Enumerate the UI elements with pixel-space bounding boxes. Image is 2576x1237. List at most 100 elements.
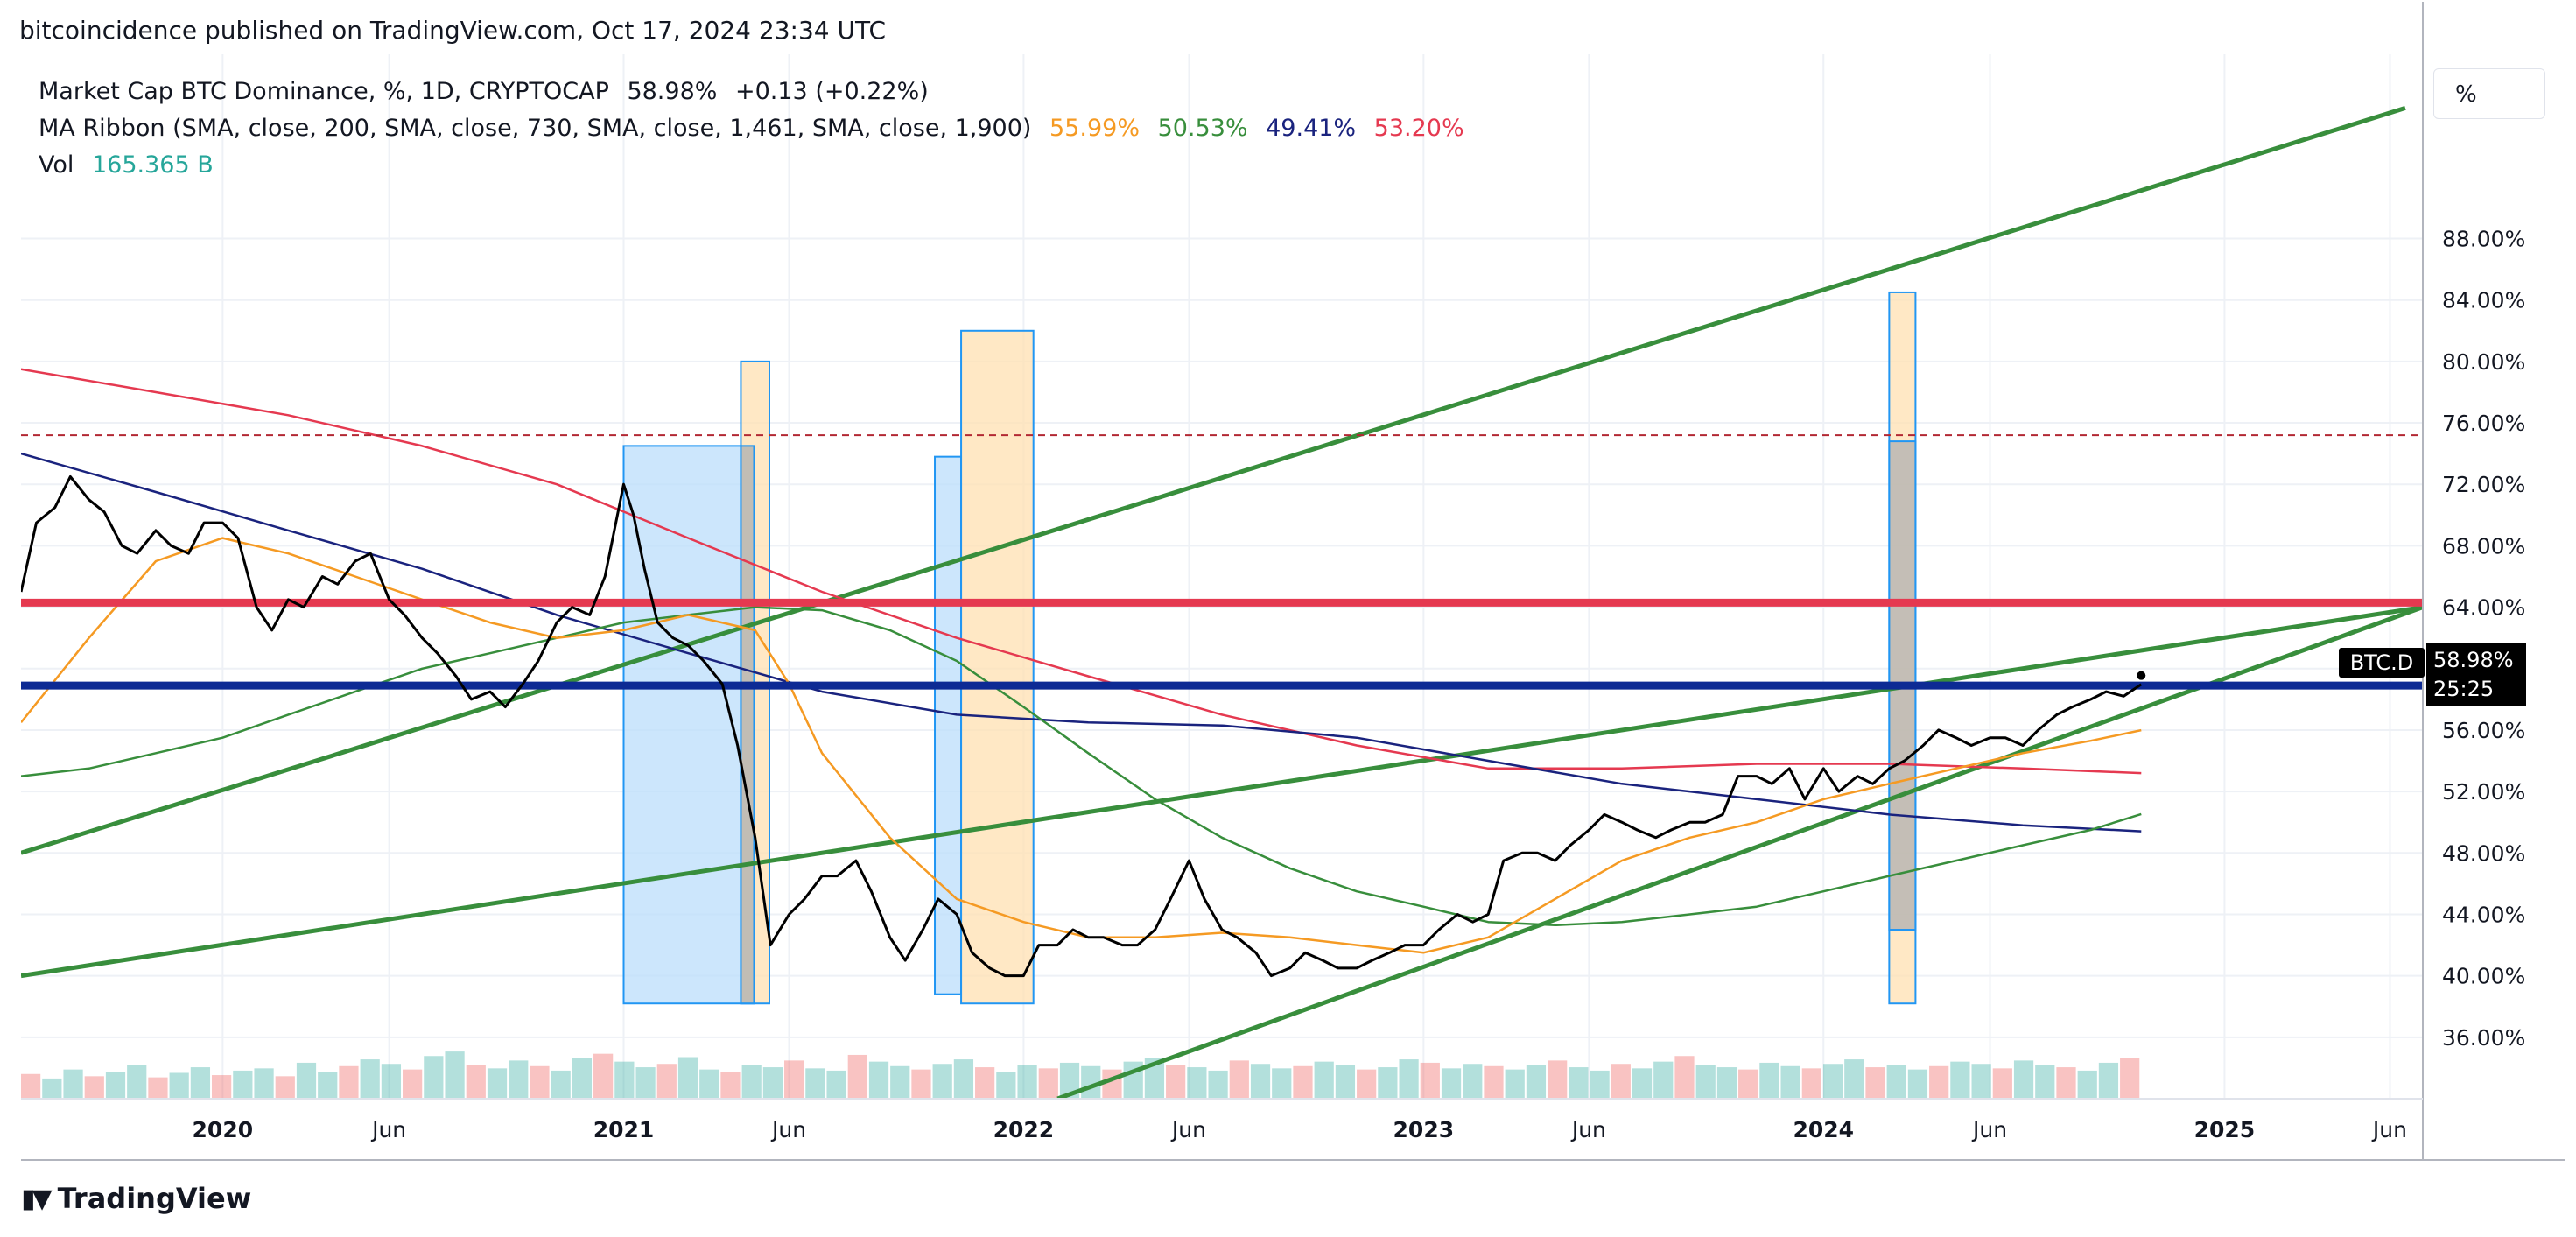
volume-bar-8 bbox=[190, 1067, 211, 1099]
volume-bar-92 bbox=[1971, 1064, 1991, 1099]
legend-ma-label: MA Ribbon (SMA, close, 200, SMA, close, … bbox=[39, 115, 1032, 142]
y-tick-label-0: 36.00% bbox=[2442, 1025, 2525, 1051]
trend-line-0 bbox=[21, 106, 2406, 855]
x-tick-label-8: 2024 bbox=[1793, 1117, 1854, 1142]
legend-ma-ribbon[interactable]: MA Ribbon (SMA, close, 200, SMA, close, … bbox=[39, 110, 1464, 147]
x-tick-label-10: 2025 bbox=[2194, 1117, 2256, 1142]
volume-bar-53 bbox=[1144, 1058, 1165, 1099]
volume-bar-30 bbox=[656, 1064, 677, 1099]
legend-volume[interactable]: Vol 165.365 B bbox=[39, 147, 1464, 184]
volume-bar-87 bbox=[1865, 1067, 1885, 1099]
volume-bar-35 bbox=[762, 1067, 783, 1099]
legend-main-change: +0.13 (+0.22%) bbox=[735, 78, 929, 105]
volume-bar-23 bbox=[509, 1060, 529, 1099]
legend-ma-value-730: 50.53% bbox=[1157, 115, 1248, 142]
volume-bar-76 bbox=[1632, 1068, 1653, 1099]
volume-bar-75 bbox=[1611, 1064, 1631, 1099]
volume-bar-63 bbox=[1357, 1069, 1377, 1099]
volume-bar-97 bbox=[2077, 1070, 2097, 1099]
volume-bar-22 bbox=[487, 1068, 508, 1099]
volume-bar-2 bbox=[63, 1069, 83, 1099]
volume-bar-0 bbox=[21, 1073, 41, 1099]
legend-ma-value-1461: 49.41% bbox=[1266, 115, 1357, 142]
x-tick-label-9: Jun bbox=[1971, 1117, 2007, 1142]
y-tick-label-10: 76.00% bbox=[2442, 411, 2525, 436]
range-box-0 bbox=[622, 445, 755, 1005]
volume-bar-27 bbox=[593, 1053, 614, 1099]
volume-bar-4 bbox=[105, 1072, 126, 1099]
legend-ma-value-200: 55.99% bbox=[1049, 115, 1140, 142]
y-tick-label-8: 68.00% bbox=[2442, 533, 2525, 559]
y-tick-label-12: 84.00% bbox=[2442, 288, 2525, 313]
volume-bar-61 bbox=[1314, 1061, 1334, 1099]
y-tick-label-3: 48.00% bbox=[2442, 840, 2525, 866]
volume-bar-66 bbox=[1420, 1062, 1440, 1099]
volume-bar-3 bbox=[84, 1076, 104, 1099]
legend-main[interactable]: Market Cap BTC Dominance, %, 1D, CRYPTOC… bbox=[39, 74, 1464, 110]
volume-bar-42 bbox=[911, 1069, 931, 1099]
x-tick-label-6: 2023 bbox=[1393, 1117, 1455, 1142]
volume-bar-74 bbox=[1590, 1070, 1610, 1099]
x-tick-label-5: Jun bbox=[1170, 1117, 1206, 1142]
percent-scale-button[interactable]: % bbox=[2433, 68, 2545, 119]
range-box-3 bbox=[934, 455, 963, 995]
volume-bar-90 bbox=[1929, 1065, 1949, 1099]
y-tick-label-11: 80.00% bbox=[2442, 349, 2525, 375]
volume-bar-83 bbox=[1780, 1065, 1800, 1099]
volume-bar-37 bbox=[805, 1068, 825, 1099]
volume-bar-86 bbox=[1844, 1059, 1864, 1099]
volume-bar-99 bbox=[2120, 1058, 2140, 1099]
volume-bar-51 bbox=[1102, 1069, 1122, 1099]
volume-bar-6 bbox=[148, 1077, 168, 1099]
volume-bar-94 bbox=[2013, 1060, 2034, 1099]
volume-bar-20 bbox=[445, 1051, 465, 1099]
volume-bar-56 bbox=[1208, 1070, 1228, 1099]
y-tick-label-5: 56.00% bbox=[2442, 718, 2525, 743]
legend-main-value: 58.98% bbox=[627, 78, 718, 105]
y-tick-label-9: 72.00% bbox=[2442, 472, 2525, 497]
volume-bar-16 bbox=[360, 1059, 380, 1099]
volume-bar-46 bbox=[996, 1072, 1016, 1099]
volume-bar-48 bbox=[1038, 1068, 1058, 1099]
legend-vol-value: 165.365 B bbox=[92, 151, 214, 179]
volume-bar-82 bbox=[1759, 1062, 1779, 1099]
price-line bbox=[21, 475, 2143, 978]
range-box-2 bbox=[740, 445, 755, 1005]
volume-bar-70 bbox=[1505, 1069, 1525, 1099]
volume-bar-9 bbox=[212, 1075, 232, 1099]
volume-bar-24 bbox=[530, 1065, 550, 1099]
volume-bar-25 bbox=[551, 1070, 571, 1099]
volume-bar-40 bbox=[868, 1061, 889, 1099]
volume-bar-5 bbox=[127, 1065, 147, 1099]
last-price-dot bbox=[2137, 671, 2146, 680]
x-tick-label-11: Jun bbox=[2371, 1117, 2407, 1142]
volume-bar-49 bbox=[1059, 1062, 1080, 1099]
volume-bar-98 bbox=[2098, 1062, 2119, 1099]
range-box-4 bbox=[960, 329, 1035, 1005]
x-tick-label-2: 2021 bbox=[593, 1117, 655, 1142]
volume-bar-78 bbox=[1674, 1056, 1695, 1099]
volume-bar-58 bbox=[1250, 1064, 1271, 1099]
tradingview-logo[interactable]: ▮▼ TradingView bbox=[21, 1182, 251, 1215]
volume-bar-31 bbox=[677, 1057, 698, 1099]
volume-bar-69 bbox=[1484, 1065, 1504, 1099]
volume-bar-1 bbox=[42, 1078, 62, 1099]
legend-main-label: Market Cap BTC Dominance, %, 1D, CRYPTOC… bbox=[39, 78, 609, 105]
volume-bar-67 bbox=[1441, 1068, 1462, 1099]
volume-bar-84 bbox=[1801, 1068, 1821, 1099]
volume-bar-17 bbox=[381, 1064, 402, 1099]
legend: Market Cap BTC Dominance, %, 1D, CRYPTOC… bbox=[39, 74, 1464, 184]
x-tick-label-4: 2022 bbox=[993, 1117, 1055, 1142]
plot-area bbox=[21, 54, 2423, 1099]
volume-bar-7 bbox=[169, 1072, 189, 1099]
price-tag-value: 58.98% bbox=[2426, 643, 2526, 678]
volume-bar-41 bbox=[890, 1065, 910, 1099]
volume-bar-34 bbox=[741, 1065, 762, 1099]
volume-bar-44 bbox=[953, 1059, 974, 1099]
volume-bar-15 bbox=[339, 1065, 359, 1099]
y-tick-label-2: 44.00% bbox=[2442, 902, 2525, 927]
volume-bar-80 bbox=[1716, 1067, 1737, 1099]
sma-200-line bbox=[21, 537, 2142, 954]
trend-line-1 bbox=[21, 605, 2423, 979]
